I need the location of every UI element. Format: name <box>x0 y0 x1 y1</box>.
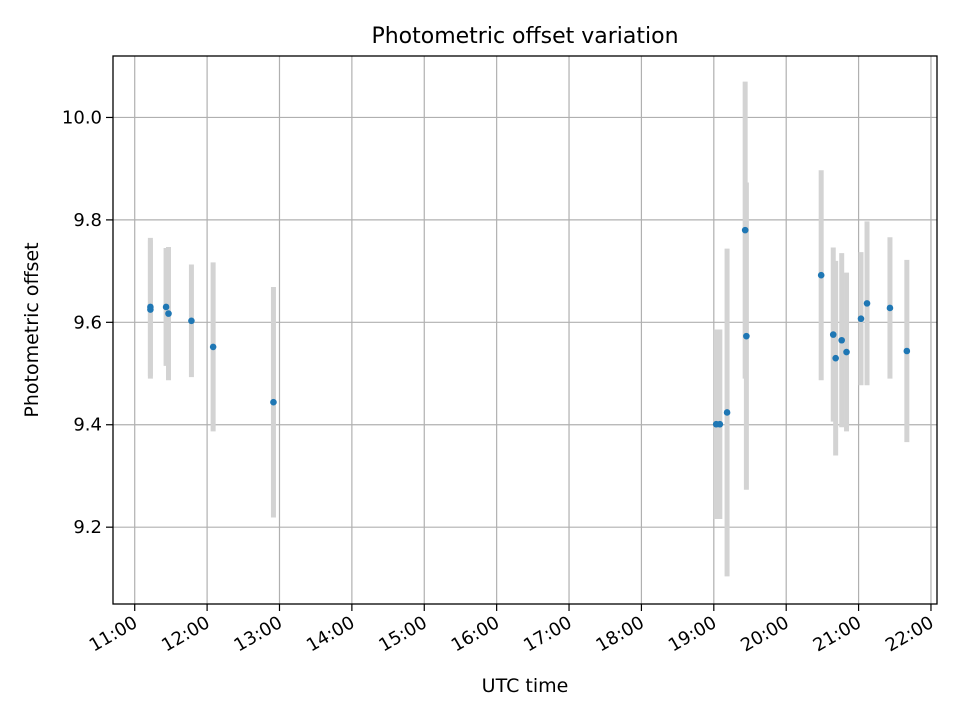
data-point <box>147 306 154 313</box>
y-axis-label: Photometric offset <box>21 242 43 417</box>
data-point <box>843 348 850 356</box>
data-point <box>832 354 839 362</box>
data-point <box>863 300 871 307</box>
y-axis: 9.2 9.4 9.6 9.8 10.0 <box>62 107 113 538</box>
chart-title: Photometric offset variation <box>371 24 678 49</box>
data-point <box>857 315 865 323</box>
plot-frame <box>112 55 938 605</box>
x-axis-label: UTC time <box>482 675 569 697</box>
data-point <box>165 310 172 317</box>
data-point <box>743 332 750 340</box>
y-tick-label: 9.8 <box>73 210 102 231</box>
data-point <box>723 409 731 416</box>
y-tick-label: 9.2 <box>73 517 102 538</box>
data-point <box>188 317 195 325</box>
y-tick-label: 9.6 <box>73 312 102 333</box>
grid <box>113 56 937 604</box>
data-point <box>209 343 217 351</box>
data-point <box>903 347 911 355</box>
y-tick-label: 9.4 <box>73 415 102 436</box>
data-point <box>817 271 825 279</box>
data-point <box>162 303 170 311</box>
y-tick-label: 10.0 <box>62 107 102 128</box>
data-point <box>741 226 749 234</box>
data-points <box>147 226 911 428</box>
data-point <box>886 304 894 312</box>
data-point <box>270 398 277 406</box>
data-point <box>838 336 845 344</box>
data-point <box>829 331 837 338</box>
data-point <box>716 420 724 428</box>
